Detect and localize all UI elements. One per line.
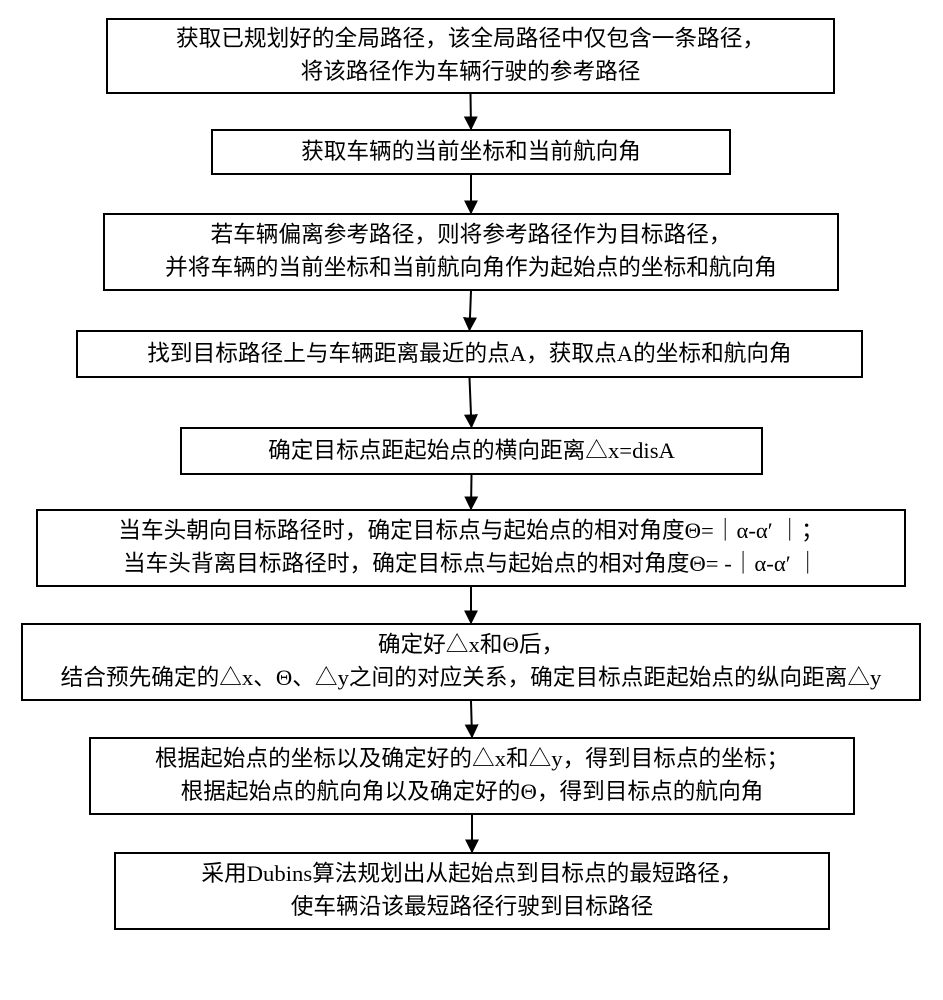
flow-arrow (471, 701, 472, 737)
flow-node: 确定好△x和Θ后， 结合预先确定的△x、Θ、△y之间的对应关系，确定目标点距起始… (21, 623, 921, 701)
flow-arrow (470, 291, 472, 330)
flow-node: 根据起始点的坐标以及确定好的△x和△y，得到目标点的坐标； 根据起始点的航向角以… (89, 737, 855, 815)
flow-arrow (471, 94, 472, 129)
flow-node: 找到目标路径上与车辆距离最近的点A，获取点A的坐标和航向角 (76, 330, 863, 378)
flowchart-canvas: 获取已规划好的全局路径，该全局路径中仅包含一条路径， 将该路径作为车辆行驶的参考… (0, 0, 943, 1000)
flow-node: 获取已规划好的全局路径，该全局路径中仅包含一条路径， 将该路径作为车辆行驶的参考… (106, 18, 835, 94)
flow-node: 当车头朝向目标路径时，确定目标点与起始点的相对角度Θ=｜α-α′ ｜； 当车头背… (36, 509, 906, 587)
flow-node: 若车辆偏离参考路径，则将参考路径作为目标路径， 并将车辆的当前坐标和当前航向角作… (103, 213, 839, 291)
flow-node: 确定目标点距起始点的横向距离△x=disA (180, 427, 763, 475)
flow-node: 获取车辆的当前坐标和当前航向角 (211, 129, 731, 175)
flow-node: 采用Dubins算法规划出从起始点到目标点的最短路径， 使车辆沿该最短路径行驶到… (114, 852, 830, 930)
flow-arrow (470, 378, 472, 427)
flow-arrow (471, 475, 472, 509)
